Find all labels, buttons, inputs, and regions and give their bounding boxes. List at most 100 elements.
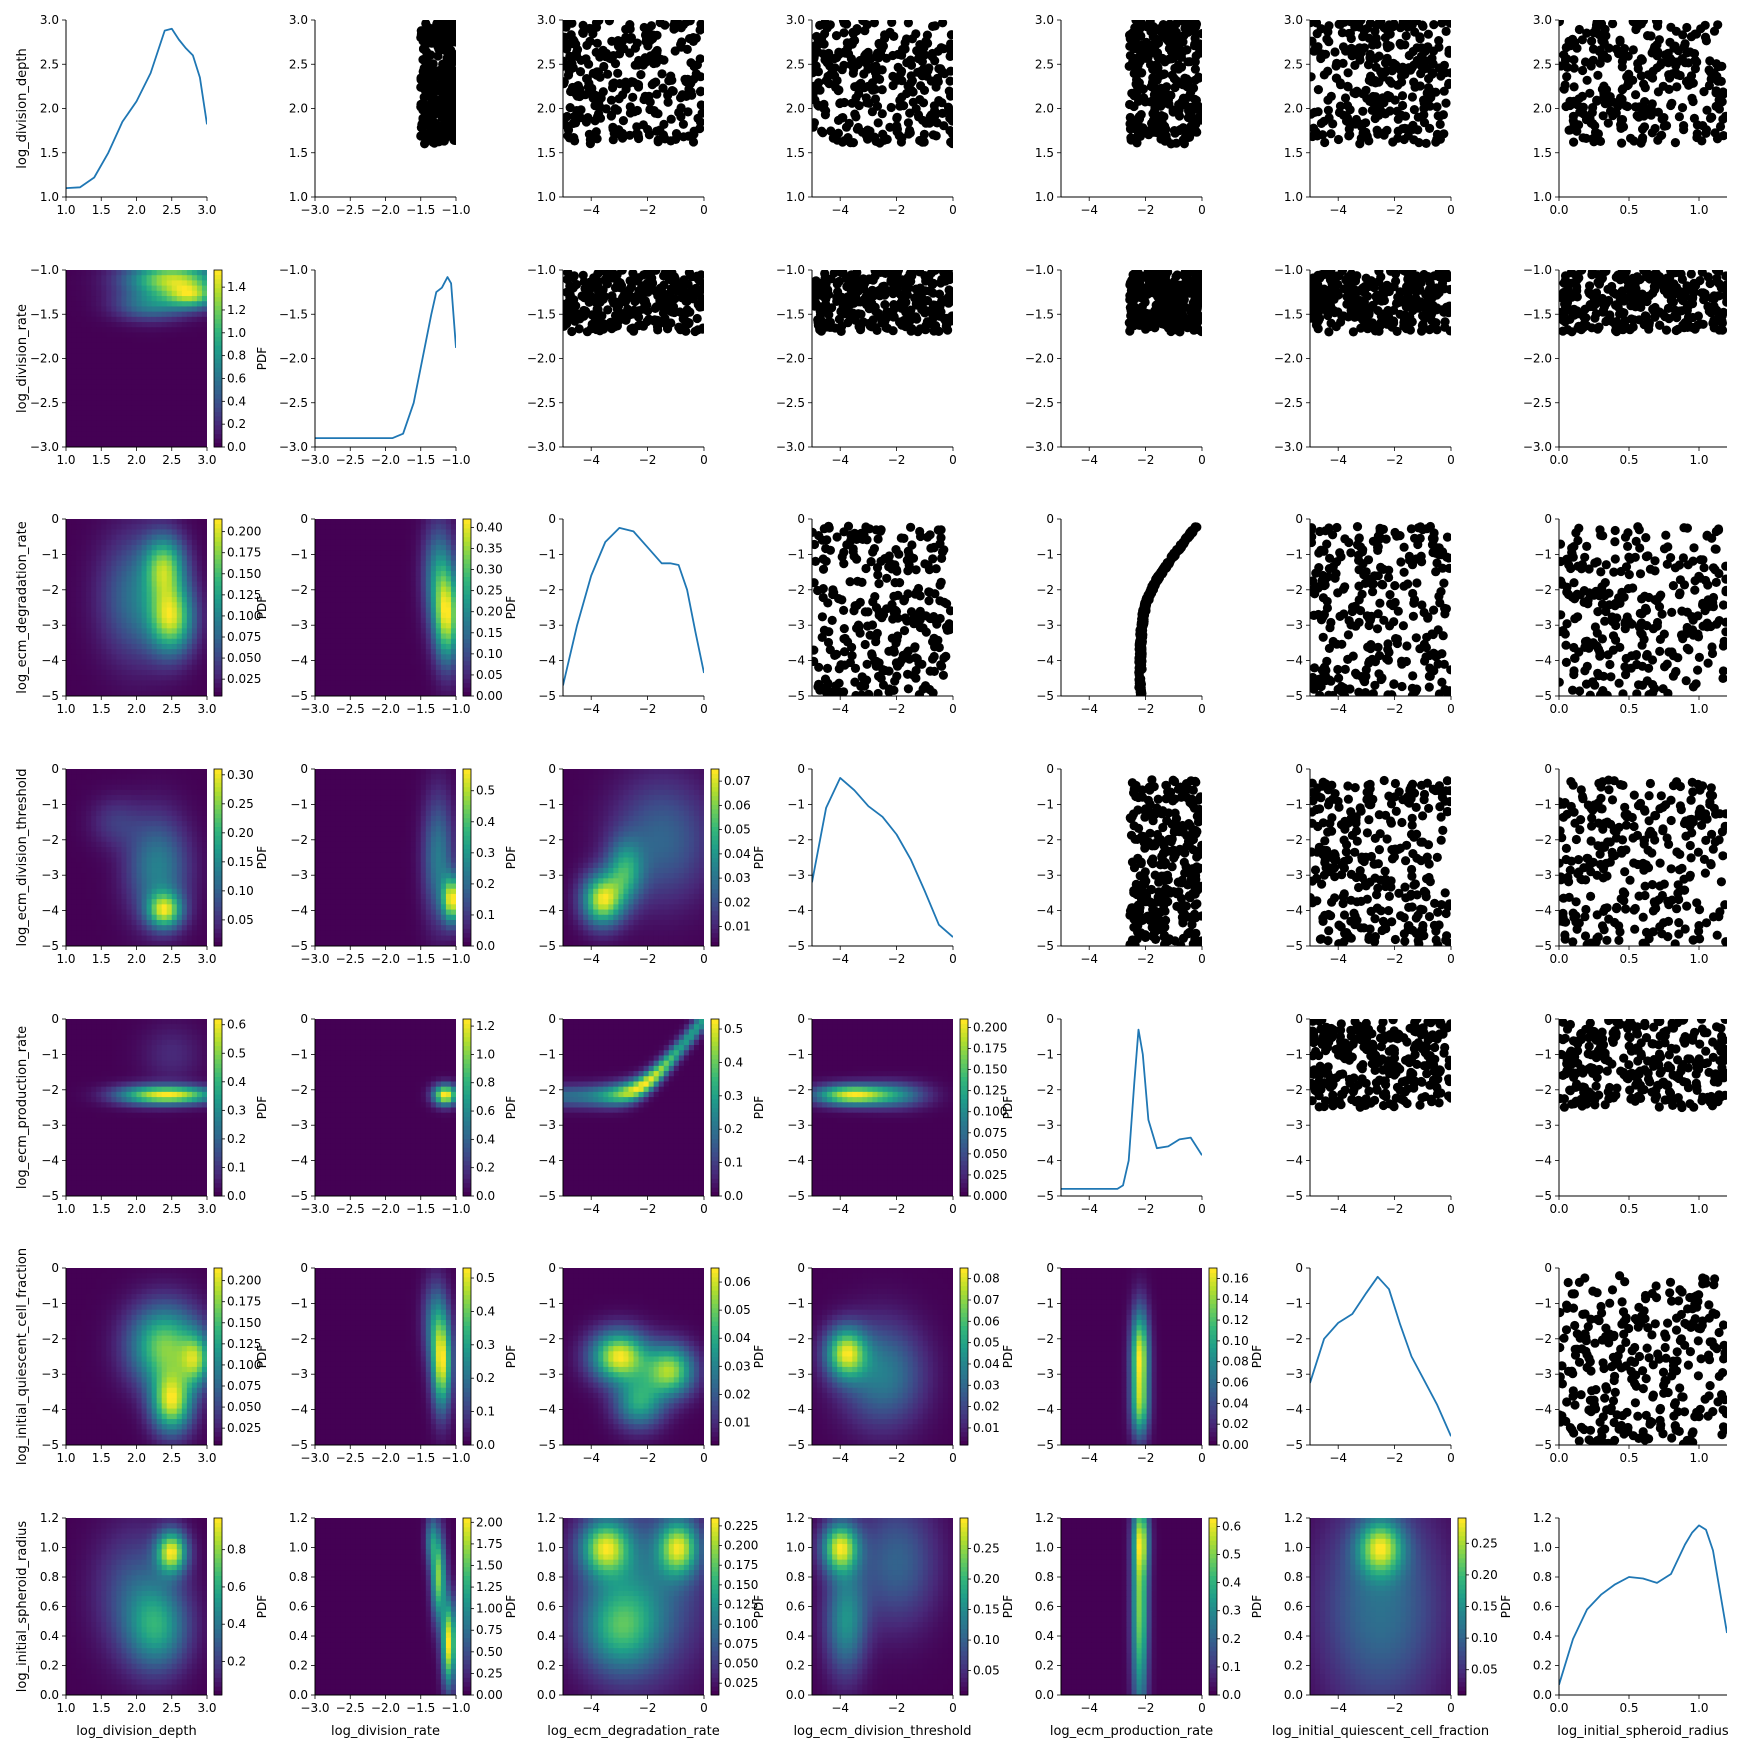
heatmap-cell [191,560,198,567]
heatmap-cell [186,555,193,562]
scatter-point [618,116,629,126]
heatmap-cell [176,316,183,323]
heatmap-cell [71,519,77,525]
heatmap-cell [141,529,148,536]
heatmap-cell [201,389,207,396]
heatmap-cell [151,550,158,557]
scatter-point [820,29,830,39]
heatmap-cell [146,534,153,541]
heatmap-cell [191,565,198,572]
scatter-point [1409,60,1419,70]
scatter-point [1686,270,1696,279]
heatmap-cell [191,368,198,375]
y-tick-label: 2.0 [786,102,805,116]
x-tick-label: −4 [831,453,849,467]
heatmap-cell [166,280,173,287]
heatmap-cell [111,545,117,551]
heatmap-cell [91,586,97,593]
heatmap-cell [166,384,173,391]
scatter-point [591,20,602,28]
x-tick-label: 0 [1198,203,1206,217]
scatter-point [595,52,605,62]
scatter-point [838,113,848,123]
scatter-point [658,303,668,313]
heatmap-cell [71,374,77,380]
y-tick-label: −1.5 [1025,307,1054,321]
y-tick-label: −2.0 [30,352,59,366]
scatter-point [676,23,686,33]
scatter-point [634,286,644,296]
heatmap-cell [71,342,77,349]
heatmap-cell [96,270,102,276]
heatmap-cell [176,529,183,536]
heatmap-cell [141,358,148,365]
heatmap-cell [96,426,102,432]
heatmap-cell [146,555,153,562]
heatmap-cell [141,337,148,344]
heatmap-cell [191,415,198,422]
scatter-point [917,71,927,81]
colorbar-tick-label: 1.2 [227,303,246,317]
scatter-point [1194,315,1202,325]
scatter-point [696,72,704,82]
heatmap-cell [196,270,203,276]
heatmap-cell [196,524,203,531]
heatmap-cell [136,420,143,427]
scatter-point [613,41,624,51]
scatter-series [1559,20,1727,148]
y-tick-label: −1.0 [776,263,805,277]
heatmap-cell [201,270,207,276]
scatter-point [1340,93,1351,103]
heatmap-cell [136,529,143,536]
heatmap-cell [71,332,77,339]
heatmap-cell [121,358,128,365]
heatmap-cell [66,436,72,443]
heatmap-cell [186,539,193,546]
heatmap-cell [196,342,203,349]
scatter-point [676,112,686,122]
scatter-point [943,102,953,112]
scatter-point [450,75,456,85]
scatter-point [1316,24,1326,34]
heatmap-cell [101,322,107,328]
heatmap-cell [91,301,97,308]
heatmap-cell [181,358,188,365]
heatmap-cell [101,576,107,583]
heatmap-cell [81,586,87,593]
y-tick-label: −2.5 [776,396,805,410]
heatmap-cell [91,555,97,562]
scatter-point [812,61,821,71]
scatter-point [423,87,433,97]
heatmap-cell [126,327,133,334]
panel-r1-c4: −4 −2 0−3.0−2.5−2.0−1.5−1.0 [1025,263,1206,467]
scatter-point [1587,36,1597,46]
heatmap-cell [76,348,82,354]
heatmap-cell [76,529,82,536]
heatmap-cell [196,405,203,412]
x-tick-label: 2.5 [162,453,181,467]
heatmap-cell [151,306,158,313]
heatmap-cell [176,374,183,380]
scatter-point [834,276,845,286]
heatmap-cell [111,519,117,525]
heatmap-cell [96,379,102,386]
heatmap-cell [86,296,92,302]
heatmap-cell [121,431,128,438]
heatmap-cell [116,524,122,531]
heatmap-cell [156,296,163,302]
heatmap-cell [161,519,168,525]
heatmap-cell [81,353,87,360]
scatter-point [945,126,953,136]
heatmap-cell [166,363,173,370]
scatter-point [1657,114,1667,124]
heatmap-cell [71,400,77,406]
scatter-point [837,321,847,331]
heatmap-cell [171,565,178,572]
heatmap-cell [86,363,92,370]
heatmap-cell [71,275,77,282]
scatter-point [1379,98,1389,108]
heatmap-cell [131,431,138,438]
scatter-point [639,94,649,105]
heatmap-cell [186,306,193,313]
heatmap-cell [121,348,128,354]
